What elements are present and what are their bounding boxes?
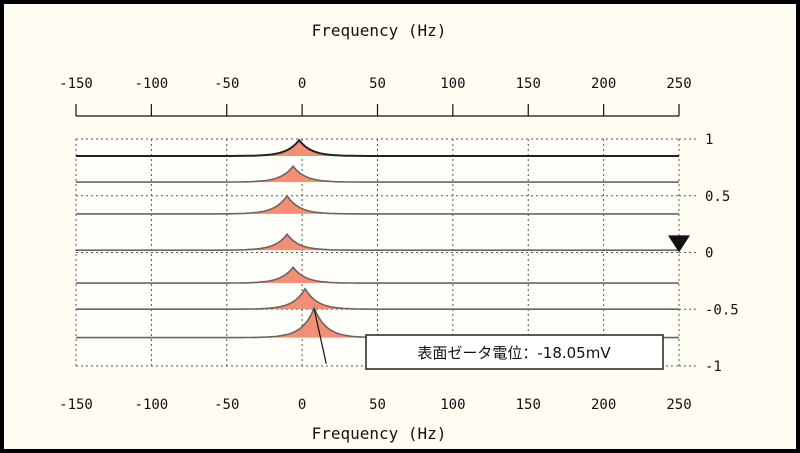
x-tick-label-top: -150 bbox=[59, 76, 93, 92]
x-tick-label-bottom: 0 bbox=[298, 397, 306, 413]
y-tick-label: -0.5 bbox=[705, 302, 739, 318]
zeta-annotation: 表面ゼータ電位：-18.05mV bbox=[313, 309, 664, 370]
trace-line bbox=[76, 266, 679, 284]
trace-line bbox=[76, 194, 679, 215]
x-tick-label-bottom: -150 bbox=[59, 397, 93, 413]
peak-fill bbox=[226, 234, 348, 251]
grid bbox=[74, 137, 681, 370]
x-tick-label-bottom: 250 bbox=[666, 397, 691, 413]
x-tick-label-bottom: 100 bbox=[440, 397, 465, 413]
trace-line bbox=[76, 164, 679, 183]
y-tick-label: -1 bbox=[705, 359, 722, 375]
x-tick-label-top: 150 bbox=[516, 76, 541, 92]
trace-line bbox=[76, 233, 679, 251]
y-tick-label: 0 bbox=[705, 246, 713, 262]
peak-fill bbox=[226, 195, 348, 214]
peak-fill bbox=[238, 140, 360, 157]
y-tick-label: 1 bbox=[705, 132, 713, 148]
annotation-pointer bbox=[313, 309, 327, 364]
annotation-box bbox=[365, 334, 664, 370]
x-tick-label-bottom: 50 bbox=[369, 397, 386, 413]
x-tick-label-bottom: 150 bbox=[516, 397, 541, 413]
x-tick-label-top: 250 bbox=[666, 76, 691, 92]
trace-line bbox=[76, 138, 679, 157]
y-tick-label: 0.5 bbox=[705, 189, 730, 205]
x-tick-label-top: -50 bbox=[214, 76, 239, 92]
peak-fill bbox=[232, 267, 354, 284]
x-tick-label-top: 0 bbox=[298, 76, 306, 92]
x-axis-title-bottom: Frequency (Hz) bbox=[312, 424, 447, 443]
x-tick-label-top: 50 bbox=[369, 76, 386, 92]
x-tick-label-bottom: -100 bbox=[135, 397, 169, 413]
x-tick-label-top: 100 bbox=[440, 76, 465, 92]
peak-fill bbox=[244, 288, 366, 310]
peak-fill bbox=[232, 166, 354, 183]
x-axis-title-top: Frequency (Hz) bbox=[312, 21, 447, 40]
peak-fill bbox=[253, 308, 375, 338]
annotation-text: 表面ゼータ電位：-18.05mV bbox=[417, 344, 611, 362]
x-tick-label-top: 200 bbox=[591, 76, 616, 92]
chart: -150 -100 -50 0 50 100 150 200 250 -150 -100 -50 0 50… bbox=[59, 21, 739, 443]
x-tick-label-bottom: -50 bbox=[214, 397, 239, 413]
x-tick-label-top: -100 bbox=[135, 76, 169, 92]
x-tick-label-bottom: 200 bbox=[591, 397, 616, 413]
chart-frame: -150 -100 -50 0 50 100 150 200 250 -150 -100 -50 0 50… bbox=[4, 4, 796, 449]
trace-line bbox=[76, 287, 679, 310]
marker-triangle bbox=[668, 235, 690, 253]
axes: -150 -100 -50 0 50 100 150 200 250 -150 -100 -50 0 50… bbox=[59, 76, 739, 413]
